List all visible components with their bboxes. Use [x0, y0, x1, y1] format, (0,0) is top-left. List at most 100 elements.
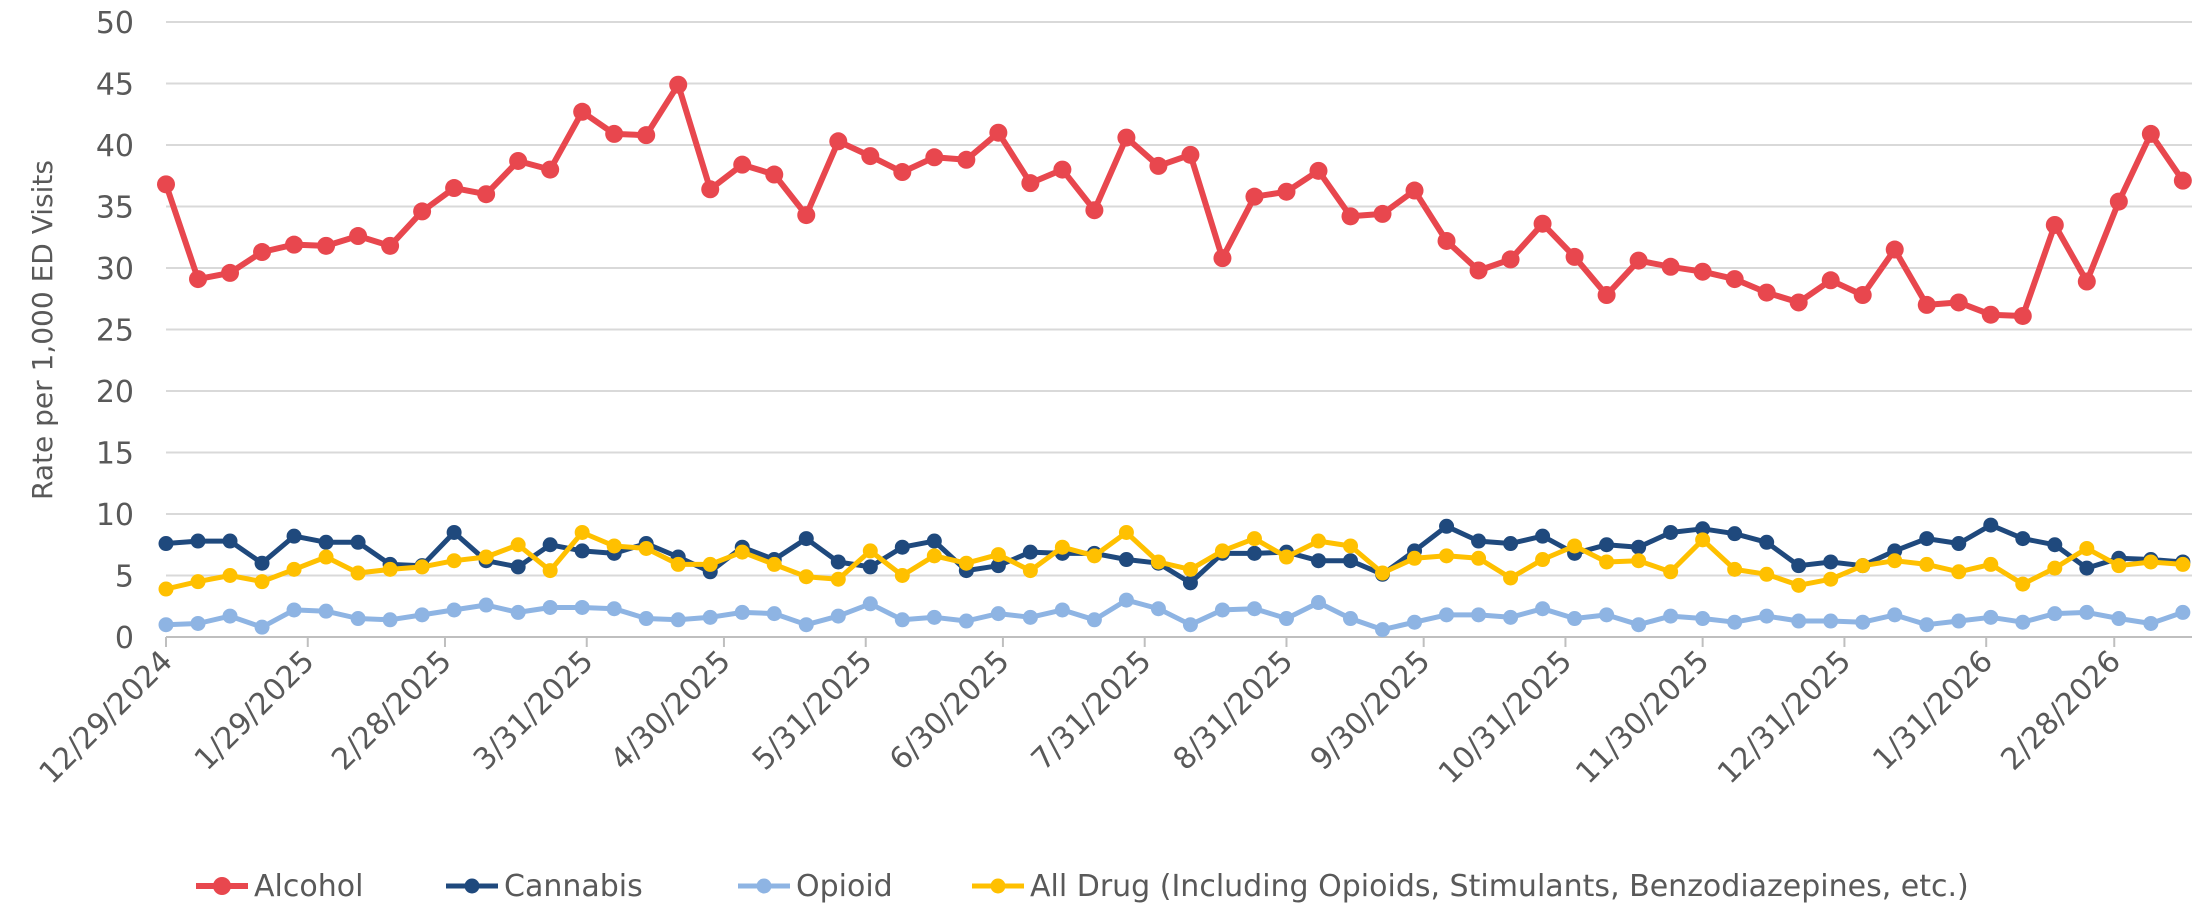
data-point — [574, 524, 590, 540]
x-tick-label: 5/31/2025 — [746, 644, 880, 778]
data-point — [1150, 601, 1166, 617]
data-point — [1117, 128, 1136, 147]
series-line — [163, 597, 2186, 633]
data-point — [1246, 545, 1262, 561]
data-point — [1535, 601, 1551, 617]
data-point — [1983, 556, 1999, 572]
data-point — [958, 555, 974, 571]
data-point — [478, 549, 494, 565]
data-point — [286, 528, 302, 544]
x-tick-label: 1/31/2026 — [1866, 644, 2000, 778]
data-point — [1535, 552, 1551, 568]
data-point — [573, 102, 592, 121]
data-point — [926, 609, 942, 625]
data-point — [1246, 531, 1262, 547]
data-point — [2047, 560, 2063, 576]
legend-label: All Drug (Including Opioids, Stimulants,… — [1030, 869, 1969, 904]
data-point — [1631, 617, 1647, 633]
data-point — [445, 179, 464, 198]
data-point — [510, 559, 526, 575]
x-tick-label: 2/28/2025 — [325, 644, 459, 778]
data-point — [1375, 622, 1391, 638]
data-point — [797, 206, 816, 225]
data-point — [1118, 552, 1134, 568]
data-point — [1343, 538, 1359, 554]
legend-item: Alcohol — [196, 869, 363, 904]
data-point — [2015, 614, 2031, 630]
data-point — [925, 148, 944, 167]
data-point — [1663, 608, 1679, 624]
data-point — [222, 533, 238, 549]
series-line — [163, 530, 2186, 592]
data-point — [2079, 560, 2095, 576]
data-point — [894, 612, 910, 628]
x-tick-label: 10/31/2025 — [1432, 644, 1579, 791]
data-point — [1118, 592, 1134, 608]
data-point — [382, 612, 398, 628]
data-point — [1887, 553, 1903, 569]
data-point — [1246, 601, 1262, 617]
y-tick-label: 30 — [96, 252, 134, 287]
data-point — [1471, 533, 1487, 549]
data-point — [830, 608, 846, 624]
data-point — [862, 543, 878, 559]
data-point — [2045, 215, 2064, 234]
data-point — [1439, 548, 1455, 564]
data-point — [2079, 540, 2095, 556]
data-point — [1245, 187, 1264, 206]
data-point — [1823, 613, 1839, 629]
data-point — [1759, 566, 1775, 582]
data-point — [542, 599, 558, 615]
y-tick-label: 50 — [96, 6, 134, 41]
data-point — [1567, 538, 1583, 554]
data-point — [157, 175, 175, 194]
data-point — [318, 549, 334, 565]
data-point — [1118, 524, 1134, 540]
data-point — [2109, 192, 2128, 211]
data-point — [1663, 524, 1679, 540]
data-point — [1054, 602, 1070, 618]
data-point — [350, 534, 366, 550]
data-point — [1375, 565, 1391, 581]
data-point — [1951, 613, 1967, 629]
data-point — [1437, 231, 1456, 250]
data-point — [1791, 613, 1807, 629]
data-point — [318, 534, 334, 550]
data-point — [1086, 612, 1102, 628]
series-cannabis — [158, 517, 2191, 591]
data-point — [2143, 615, 2159, 631]
data-point — [1501, 250, 1520, 269]
data-point — [2015, 576, 2031, 592]
data-point — [381, 236, 400, 255]
data-point — [414, 607, 430, 623]
x-tick-label: 1/29/2025 — [188, 644, 322, 778]
data-point — [349, 227, 368, 246]
data-point — [221, 263, 240, 282]
data-point — [798, 569, 814, 585]
data-point — [1182, 561, 1198, 577]
data-point — [350, 565, 366, 581]
gridlines — [166, 21, 2192, 577]
data-point — [861, 147, 880, 166]
data-point — [413, 202, 432, 221]
data-point — [926, 533, 942, 549]
data-point — [542, 537, 558, 553]
data-point — [1695, 611, 1711, 627]
data-point — [862, 559, 878, 575]
y-axis-ticks: 0 5 10 15 20 25 30 35 40 45 50 — [96, 6, 134, 656]
data-point — [1407, 550, 1423, 566]
data-point — [1471, 550, 1487, 566]
data-point — [1599, 554, 1615, 570]
data-point — [1503, 609, 1519, 625]
data-point — [702, 556, 718, 572]
data-point — [1885, 240, 1904, 259]
x-tick-label: 8/31/2025 — [1167, 644, 1301, 778]
data-point — [2015, 531, 2031, 547]
data-point — [990, 558, 1006, 574]
data-point — [285, 235, 304, 254]
data-point — [958, 613, 974, 629]
data-point — [1535, 528, 1551, 544]
data-point — [1823, 571, 1839, 587]
data-point — [1695, 521, 1711, 537]
data-point — [574, 543, 590, 559]
